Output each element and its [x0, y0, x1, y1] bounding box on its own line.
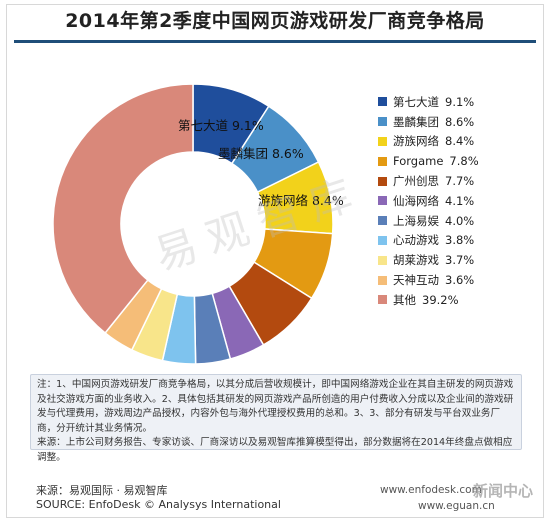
- legend-swatch: [378, 176, 387, 186]
- slice-10: [52, 83, 194, 335]
- legend-item-5: 仙海网络 4.1%: [378, 191, 538, 211]
- site-enfodesk: www.enfodesk.com: [380, 484, 482, 496]
- legend-value: 4.1%: [445, 193, 475, 208]
- legend-name: 广州创思: [393, 174, 439, 189]
- legend-name: 仙海网络: [393, 193, 439, 208]
- slice-label-1: 墨麟集团 8.6%: [218, 146, 304, 161]
- legend-value: 8.6%: [445, 114, 475, 129]
- legend-name: 墨麟集团: [393, 114, 439, 129]
- legend-swatch: [378, 136, 387, 146]
- legend-item-0: 第七大道 9.1%: [378, 92, 538, 112]
- legend-item-1: 墨麟集团 8.6%: [378, 112, 538, 132]
- legend-value: 3.7%: [445, 253, 475, 268]
- legend-item-9: 天神互动 3.6%: [378, 270, 538, 290]
- legend-item-8: 胡莱游戏 3.7%: [378, 250, 538, 270]
- news-center-logo: 新闻中心: [472, 482, 533, 500]
- legend-swatch: [378, 156, 387, 166]
- legend-item-2: 游族网络 8.4%: [378, 132, 538, 152]
- legend-swatch: [378, 117, 387, 127]
- legend-swatch: [378, 196, 387, 206]
- legend-name: 心动游戏: [393, 233, 439, 248]
- legend-swatch: [378, 295, 387, 305]
- legend-value: 9.1%: [445, 94, 475, 109]
- legend-item-3: Forgame 7.8%: [378, 151, 538, 171]
- legend-name: 其他: [393, 292, 416, 307]
- legend-value: 8.4%: [445, 134, 475, 149]
- source-cn: 来源：易观国际 · 易观智库: [36, 484, 168, 497]
- notes-box: 注：1、中国网页游戏研发厂商竞争格局，以其分成后营收规模计，即中国网络游戏企业在…: [30, 374, 522, 463]
- legend-item-4: 广州创思 7.7%: [378, 171, 538, 191]
- legend-item-6: 上海易娱 4.0%: [378, 211, 538, 231]
- chart-legend: 第七大道 9.1% 墨麟集团 8.6% 游族网络 8.4% Forgame 7.8% 广州创思 7…: [378, 92, 538, 310]
- notes-line-2: 来源：上市公司财务报告、专家访谈、厂商深访以及易观智库推算模型得出，部分数据将在…: [37, 437, 513, 463]
- legend-name: 上海易娱: [393, 213, 439, 228]
- legend-swatch: [378, 216, 387, 226]
- legend-item-10: 其他 39.2%: [378, 290, 538, 310]
- legend-name: 第七大道: [393, 94, 439, 109]
- legend-value: 3.6%: [445, 273, 475, 288]
- source-en: SOURCE: EnfoDesk © Analysys Internationa…: [36, 498, 281, 511]
- legend-name: 游族网络: [393, 134, 439, 149]
- legend-value: 7.8%: [449, 154, 479, 169]
- legend-name: 天神互动: [393, 273, 439, 288]
- notes-line-1: 注：1、中国网页游戏研发厂商竞争格局，以其分成后营收规模计，即中国网络游戏企业在…: [37, 379, 514, 434]
- site-eguan: www.eguan.cn: [418, 500, 495, 512]
- legend-item-7: 心动游戏 3.8%: [378, 231, 538, 251]
- legend-value: 4.0%: [445, 213, 475, 228]
- legend-name: Forgame: [393, 154, 444, 169]
- legend-swatch: [378, 275, 387, 285]
- chart-title: 2014年第2季度中国网页游戏研发厂商竞争格局: [65, 10, 485, 32]
- legend-name: 胡莱游戏: [393, 253, 439, 268]
- slice-label-0: 第七大道 9.1%: [178, 118, 264, 133]
- legend-value: 39.2%: [422, 292, 459, 307]
- legend-value: 7.7%: [445, 174, 475, 189]
- slice-label-2: 游族网络 8.4%: [258, 193, 344, 208]
- legend-swatch: [378, 255, 387, 265]
- legend-value: 3.8%: [445, 233, 475, 248]
- title-rule: [14, 40, 536, 43]
- legend-swatch: [378, 235, 387, 245]
- legend-swatch: [378, 97, 387, 107]
